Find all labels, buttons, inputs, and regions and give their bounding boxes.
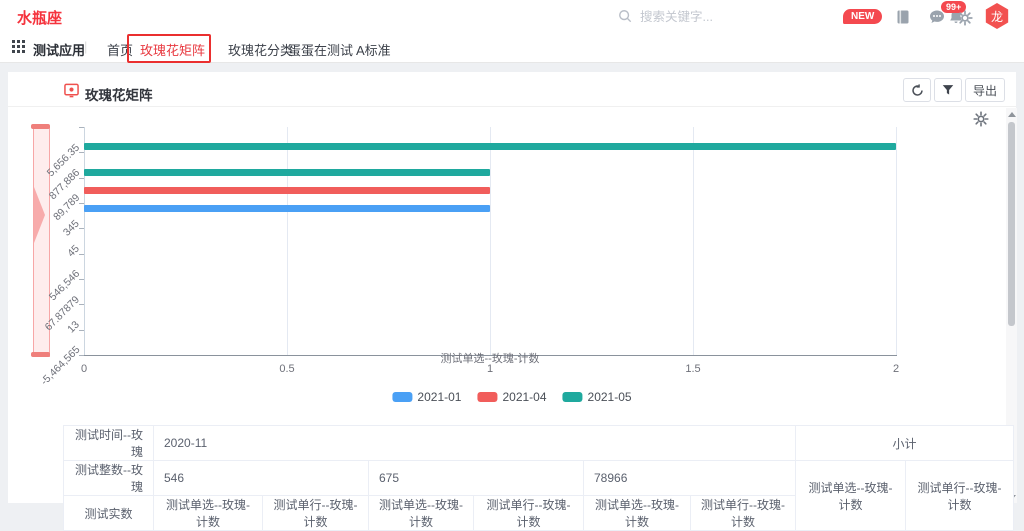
gridline (287, 127, 288, 355)
gridline (84, 127, 85, 355)
subtotal-header: 小计 (795, 425, 1015, 461)
notification-count-badge: 99+ (941, 1, 967, 13)
column-header: 测试单行--玫瑰-计数 (262, 495, 369, 531)
x-tick-label: 2 (892, 363, 900, 375)
x-axis-line (84, 355, 897, 356)
data-zoom-handle-top[interactable] (31, 124, 50, 129)
gridline (693, 127, 694, 355)
panel-header-divider (8, 106, 1016, 107)
y-axis-tick (79, 177, 84, 179)
x-axis-title: 测试单选--玫瑰-计数 (440, 353, 540, 365)
x-tick-label: 0.5 (279, 363, 295, 375)
app-launcher-icon[interactable] (12, 40, 25, 53)
y-axis-tick (79, 228, 84, 230)
legend-label: 2021-04 (502, 390, 547, 404)
search-placeholder: 搜索关键字... (640, 10, 713, 24)
legend-item[interactable]: 2021-05 (562, 390, 632, 404)
legend-label: 2021-01 (417, 390, 462, 404)
filter-button[interactable] (934, 78, 962, 102)
row-label: 测试时间--玫瑰 (63, 425, 154, 461)
legend-swatch (477, 392, 498, 402)
x-tick-label: 1.5 (685, 363, 701, 375)
refresh-icon (911, 83, 923, 96)
avatar[interactable]: 龙 (985, 3, 1009, 29)
y-axis-tick (79, 355, 84, 356)
y-axis-tick (79, 279, 84, 280)
column-header: 测试单选--玫瑰-计数 (153, 495, 263, 531)
gridline (896, 127, 897, 355)
column-header: 测试单行--玫瑰-计数 (473, 495, 584, 531)
y-axis-tick (79, 152, 84, 154)
legend-swatch (392, 392, 413, 402)
chart-settings-gear-icon[interactable] (973, 111, 989, 127)
nav-bar: 测试应用 | 首页 玫瑰花矩阵 玫瑰花分类 蛋蛋在测试 A标准 (0, 32, 1024, 63)
column-header: 测试单选--玫瑰-计数 (583, 495, 691, 531)
legend-item[interactable]: 2021-04 (477, 390, 547, 404)
tab-rose-category[interactable]: 玫瑰花分类 (228, 43, 294, 58)
row-label: 测试整数--玫瑰 (63, 460, 154, 496)
column-header: 测试单选--玫瑰-计数 (368, 495, 474, 531)
table-cell: 78966 (582, 460, 797, 496)
table-row: 测试整数--玫瑰 546 675 78966 测试单选--玫瑰-计数 测试单行-… (63, 460, 1015, 531)
nav-divider: | (84, 39, 88, 54)
tab-rose-matrix[interactable]: 玫瑰花矩阵 (140, 43, 206, 58)
data-zoom-profile (34, 187, 45, 243)
nav-app-label: 测试应用 (33, 43, 86, 58)
table-cell: 546 (153, 460, 369, 496)
app-title: 水瓶座 (17, 10, 63, 27)
legend-swatch (562, 392, 583, 402)
search-icon (619, 9, 632, 22)
notebook-icon[interactable] (895, 9, 911, 25)
refresh-button[interactable] (903, 78, 931, 102)
panel-chart-icon (64, 83, 79, 98)
filter-icon (942, 85, 954, 95)
bar[interactable] (84, 143, 896, 151)
x-tick-label: 0 (80, 363, 88, 375)
bar[interactable] (84, 186, 490, 194)
export-button[interactable]: 导出 (965, 78, 1005, 102)
gridline (490, 127, 491, 355)
table-cell: 675 (368, 460, 584, 496)
matrix-table: 测试时间--玫瑰 2020-11 小计 测试整数--玫瑰 546 675 789… (63, 425, 1015, 531)
chat-icon[interactable] (929, 9, 945, 25)
global-search[interactable]: 搜索关键字... (618, 6, 713, 25)
y-axis-tick (79, 253, 84, 255)
table-cell: 2020-11 (152, 425, 797, 461)
subtotal-column-header: 测试单行--玫瑰-计数 (905, 460, 1015, 531)
subtotal-column-header: 测试单选--玫瑰-计数 (795, 460, 907, 531)
x-tick-label: 1 (486, 363, 494, 375)
tab-a-standard[interactable]: A标准 (356, 43, 391, 58)
new-badge: NEW (843, 9, 883, 24)
tab-egg-test[interactable]: 蛋蛋在测试 (288, 43, 354, 58)
data-zoom-handle-bottom[interactable] (31, 352, 50, 357)
y-axis-tick (79, 329, 84, 331)
chart-legend: 2021-01 2021-04 2021-05 (392, 390, 632, 404)
y-axis-tick (79, 127, 84, 128)
y-axis-tick (79, 304, 84, 306)
legend-label: 2021-05 (587, 390, 632, 404)
column-header: 测试单行--玫瑰-计数 (689, 495, 797, 531)
scrollbar-thumb[interactable] (1008, 122, 1015, 326)
top-header: 水瓶座 搜索关键字... NEW 99+ 龙 (0, 0, 1024, 33)
table-row: 测试时间--玫瑰 2020-11 小计 (63, 425, 1015, 461)
legend-item[interactable]: 2021-01 (392, 390, 461, 404)
tab-home[interactable]: 首页 (107, 43, 134, 58)
panel-title: 玫瑰花矩阵 (85, 88, 153, 103)
bar[interactable] (84, 205, 490, 213)
row-label: 测试实数 (63, 495, 154, 531)
gear-icon[interactable] (957, 10, 973, 26)
scrollbar-up-arrow[interactable] (1008, 112, 1016, 117)
y-axis-tick (79, 203, 84, 204)
bar[interactable] (84, 168, 490, 176)
